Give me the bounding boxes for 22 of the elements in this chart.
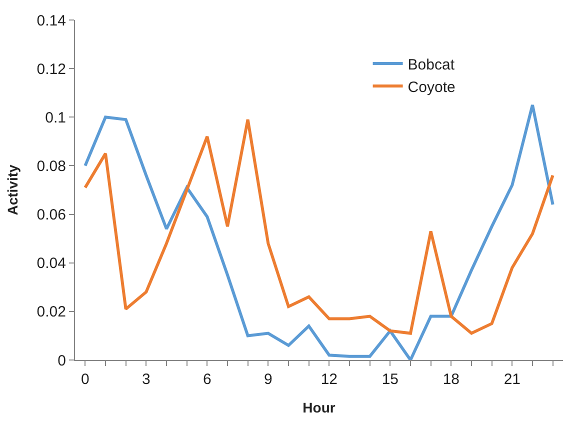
x-tick-label: 18 [442,371,460,388]
y-tick-label: 0.12 [36,60,66,78]
y-tick-label: 0.06 [36,206,66,224]
y-tick-label: 0.08 [36,158,66,175]
x-tick-label: 0 [81,371,90,388]
y-tick-label: 0.14 [36,12,66,30]
legend-label: Bobcat [408,56,456,74]
y-axis-title: Activity [4,164,20,216]
x-tick-label: 9 [264,371,272,388]
line-series [84,118,554,335]
x-tick-label: 15 [382,371,399,388]
x-tick-label: 3 [142,371,150,388]
x-tick-label: 12 [320,371,338,388]
x-tick-label: 6 [203,371,212,388]
legend-label: Coyote [408,78,456,96]
y-tick-label: 0 [58,352,66,370]
x-axis-title: Hour [302,399,336,416]
y-tick-label: 0.02 [36,304,66,321]
line-series [84,104,554,360]
y-tick-label: 0.1 [45,109,66,126]
y-tick-label: 0.04 [36,255,66,272]
x-tick-label: 21 [504,371,521,388]
